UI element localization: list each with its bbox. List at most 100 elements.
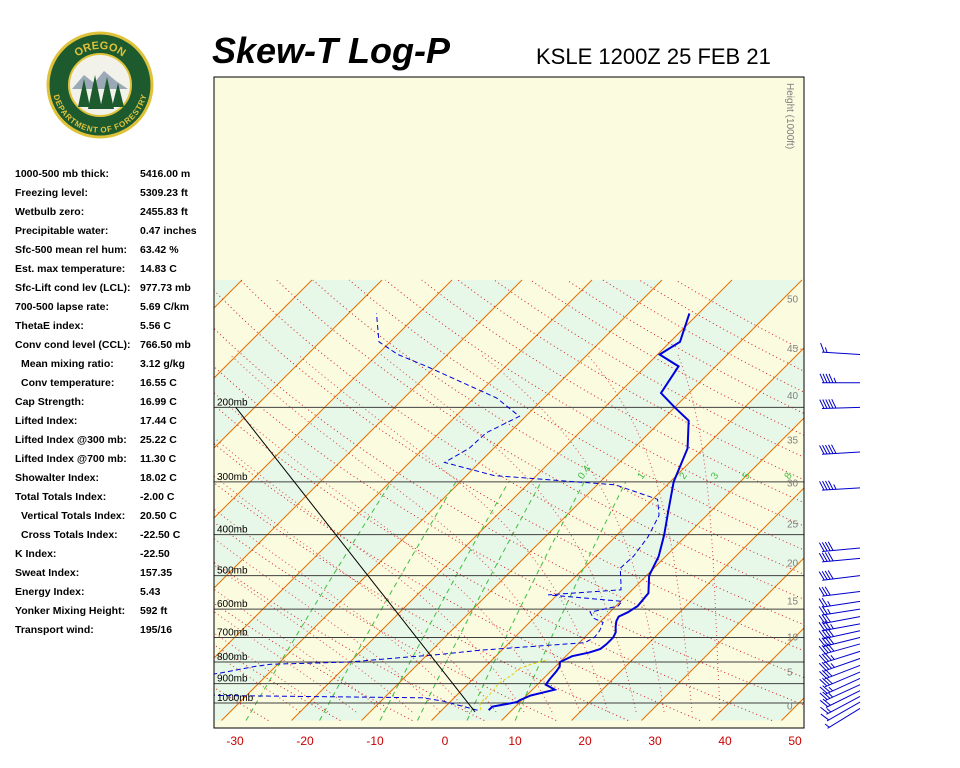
pressure-label: 500mb — [217, 566, 248, 577]
pressure-label: 400mb — [217, 525, 248, 536]
height-tick-label: 5 — [787, 668, 793, 679]
index-value: 14.83 C — [140, 263, 177, 275]
isotherm-line — [0, 280, 172, 721]
isotherm-line — [291, 279, 733, 721]
temperature-tick-label: -10 — [366, 734, 384, 748]
station-time-label: KSLE 1200Z 25 FEB 21 — [536, 44, 771, 69]
wind-barb — [819, 684, 861, 701]
height-tick-label: 30 — [787, 478, 799, 489]
index-value: 195/16 — [140, 624, 173, 636]
index-row: Energy Index: 5.43 — [15, 586, 215, 605]
index-value: -22.50 — [140, 548, 170, 560]
index-value: 5.43 — [140, 586, 161, 598]
wind-barb — [818, 650, 861, 664]
index-value: -2.00 C — [140, 491, 175, 503]
index-label: Total Totals Index: — [15, 491, 107, 503]
dry-adiabat-line — [214, 289, 804, 652]
index-value: 63.42 % — [140, 244, 179, 256]
index-value: 977.73 mb — [140, 282, 191, 294]
isotherm-line — [214, 279, 523, 589]
index-label: Transport wind: — [15, 624, 94, 636]
index-value: 592 ft — [140, 605, 168, 617]
dry-adiabat-line — [214, 404, 773, 721]
isotherm-line — [214, 279, 313, 379]
index-label: Mean mixing ratio: — [21, 358, 114, 370]
index-label: Lifted Index @300 mb: — [15, 434, 127, 446]
index-row: Lifted Index @300 mb: 25.22 C — [15, 434, 215, 453]
pressure-label: 1000mb — [217, 693, 254, 704]
index-label: Lifted Index @700 mb: — [15, 453, 127, 465]
chart-title: Skew-T Log-P — [212, 30, 451, 71]
index-row: Lifted Index: 17.44 C — [15, 415, 215, 434]
plot-frame — [213, 76, 805, 729]
index-row: Transport wind: 195/16 — [15, 624, 215, 643]
index-label: Cap Strength: — [15, 396, 85, 408]
index-label: Yonker Mixing Height: — [15, 605, 126, 617]
wind-barb — [819, 373, 860, 384]
index-value: 18.02 C — [140, 472, 177, 484]
index-label: Sfc-500 mean rel hum: — [15, 244, 128, 256]
temperature-trace — [487, 313, 691, 711]
index-value: 20.50 C — [140, 510, 177, 522]
wind-barb — [819, 480, 861, 491]
mixing-ratio-label: 3 — [709, 470, 721, 481]
wind-barb — [818, 541, 861, 552]
index-row: Est. max temperature: 14.83 C — [15, 263, 215, 282]
index-label: ThetaE index: — [15, 320, 84, 332]
height-tick-label: 20 — [787, 559, 799, 570]
isotherm-line — [641, 557, 804, 721]
isotherm-line — [214, 279, 243, 309]
index-value: 11.30 C — [140, 453, 177, 465]
height-tick-label: 15 — [787, 596, 799, 607]
dry-adiabat-line — [421, 279, 804, 504]
temperature-tick-label: -30 — [226, 734, 244, 748]
index-row: K Index: -22.50 — [15, 548, 215, 567]
index-label: 1000-500 mb thick: — [15, 168, 109, 180]
index-label: Precipitable water: — [15, 225, 109, 237]
index-value: 5309.23 ft — [140, 187, 188, 199]
index-value: 0.47 inches — [140, 225, 197, 237]
temperature-tick-label: 0 — [442, 734, 449, 748]
index-label: Conv cond level (CCL): — [15, 339, 131, 351]
wind-barb — [818, 597, 861, 608]
index-label: Freezing level: — [15, 187, 88, 199]
dry-adiabat-line — [348, 279, 804, 551]
index-value: 5.56 C — [140, 320, 171, 332]
index-value: 17.44 C — [140, 415, 177, 427]
isotherm-line — [214, 279, 453, 519]
index-row: Precipitable water: 0.47 inches — [15, 225, 215, 244]
temperature-tick-label: 30 — [648, 734, 662, 748]
isotherm-line — [851, 280, 960, 721]
wind-barb — [820, 696, 861, 715]
pressure-label: 300mb — [217, 472, 248, 483]
temperature-tick-label: 20 — [578, 734, 592, 748]
wind-barb — [818, 570, 861, 581]
index-row: Mean mixing ratio: 3.12 g/kg — [15, 358, 215, 377]
index-row: Showalter Index: 18.02 C — [15, 472, 215, 491]
index-label: Lifted Index: — [15, 415, 78, 427]
temperature-band — [291, 280, 802, 721]
pressure-label: 700mb — [217, 627, 248, 638]
index-row: Lifted Index @700 mb: 11.30 C — [15, 453, 215, 472]
pressure-label: 200mb — [217, 397, 248, 408]
height-tick-label: 35 — [787, 436, 799, 447]
pressure-label: 800mb — [217, 652, 248, 663]
index-label: Sfc-Lift cond lev (LCL): — [15, 282, 131, 294]
temperature-band — [851, 280, 960, 721]
index-row: Conv cond level (CCL): 766.50 mb — [15, 339, 215, 358]
index-value: 16.99 C — [140, 396, 177, 408]
mixing-ratio-label: 8 — [783, 470, 795, 481]
temperature-band — [0, 280, 102, 721]
index-label: Energy Index: — [15, 586, 85, 598]
index-label: Wetbulb zero: — [15, 206, 85, 218]
height-tick-label: 45 — [787, 344, 799, 355]
dewpoint-trace — [214, 313, 660, 711]
index-label: K Index: — [15, 548, 57, 560]
index-row: Wetbulb zero: 2455.83 ft — [15, 206, 215, 225]
isotherm-line — [431, 347, 804, 721]
parcel-trace — [235, 407, 476, 713]
wind-barb — [820, 701, 861, 722]
isotherm-line — [711, 627, 804, 721]
index-value: 157.35 — [140, 567, 173, 579]
wind-barb — [819, 678, 861, 695]
